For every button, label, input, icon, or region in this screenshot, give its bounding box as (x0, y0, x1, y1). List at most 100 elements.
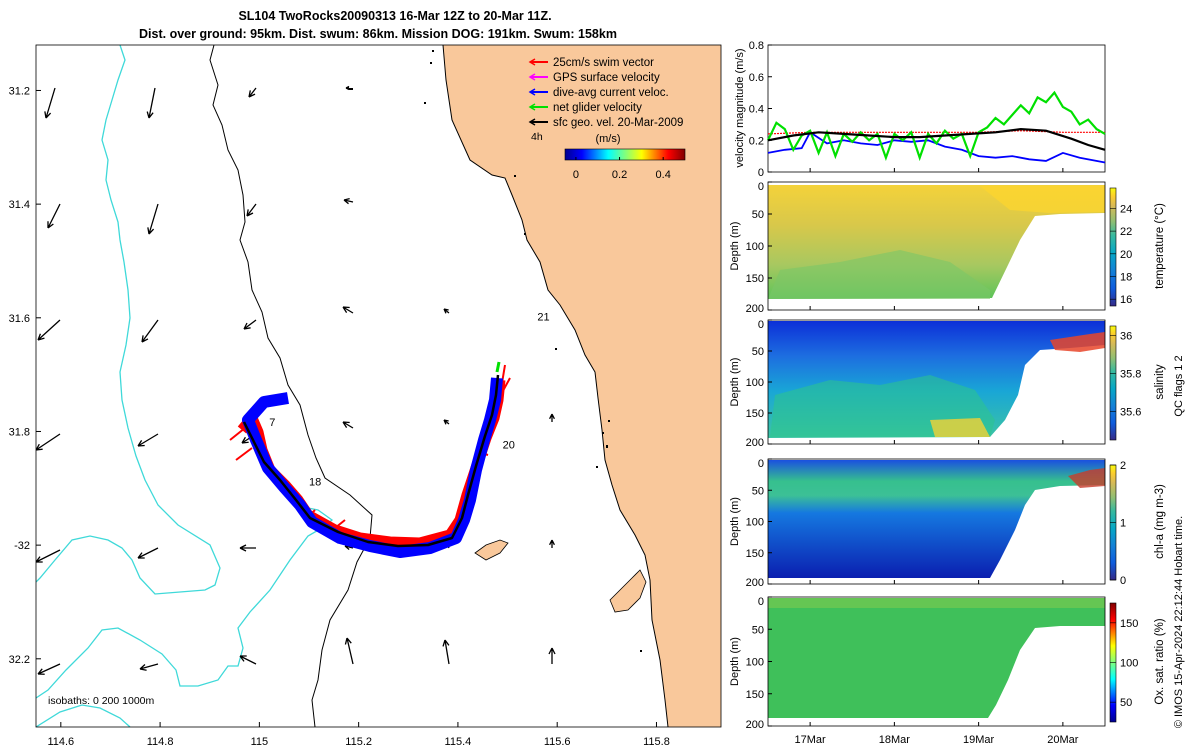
net-velocity-tip (495, 361, 501, 373)
salinity-section (767, 319, 1106, 445)
map-y-tick-label: 32.2 (9, 654, 30, 666)
geo-velocity-arrow (37, 319, 61, 341)
depth-tick-label: 50 (752, 624, 764, 636)
legend-label: dive-avg current veloc. (553, 87, 669, 99)
glider-track (229, 361, 511, 558)
colorbar-tick-label: 36 (1120, 331, 1132, 343)
geo-velocity-arrow (443, 419, 450, 425)
legend-arrowhead (528, 58, 536, 66)
map-x-tick-label: 115 (251, 736, 269, 748)
geo-velocity-arrow (342, 306, 354, 314)
velocity-series-net (767, 90, 1106, 162)
depth-tick-label: 50 (752, 346, 764, 358)
salinity-colorbar (1109, 325, 1117, 441)
map-y-tick-label: 31.4 (9, 199, 30, 211)
day-labels: 7 18 20 21 (269, 312, 549, 489)
depth-tick-label: 50 (752, 209, 764, 221)
depth-tick-label: 0 (758, 181, 764, 193)
salinity-colorbar-label: salinity (1154, 364, 1166, 399)
geo-velocity-arrow (442, 639, 450, 665)
depth-tick-label: 150 (746, 273, 764, 285)
isobath-1000m-b (36, 505, 334, 699)
date-tick-label: 18Mar (879, 734, 911, 746)
geo-velocity-arrow (137, 547, 159, 559)
map-y-tick-label: -32 (14, 540, 30, 552)
isobaths-label: isobaths: 0 200 1000m (48, 695, 154, 707)
colorbar-tick-label: 50 (1120, 697, 1132, 709)
salinity-yellow-patch (930, 418, 990, 437)
map-x-tick-label: 115.8 (643, 736, 670, 748)
geo-velocity-arrow (146, 87, 156, 119)
day-label: 21 (537, 312, 549, 324)
colorbar-tick-label: 2 (1120, 460, 1126, 472)
legend-arrowhead (528, 103, 536, 111)
temperature-cool-band (768, 250, 990, 299)
velocity-axes (767, 44, 1106, 173)
lagoon (604, 664, 622, 722)
map-x-tick-label: 115.6 (544, 736, 571, 748)
depth-tick-label: 150 (746, 548, 764, 560)
map-panel: isobaths: 0 200 1000m 7 18 20 21 114.6 114.8… (9, 44, 722, 748)
geo-velocity-arrow (37, 663, 61, 675)
map-x-tick-label: 114.8 (147, 736, 174, 748)
temperature-section (767, 181, 1106, 311)
colorbar-tick-label: 0.2 (612, 169, 627, 181)
depth-axis-label: Depth (m) (729, 637, 741, 686)
colorbar-tick-label: 100 (1120, 658, 1138, 670)
geo-velocity-arrow (549, 539, 555, 548)
depth-tick-label: 0 (758, 458, 764, 470)
depth-tick-label: 200 (746, 437, 764, 449)
geo-velocity-arrow (243, 319, 257, 330)
depth-axis-label: Depth (m) (729, 497, 741, 546)
map-x-tick-label: 115.2 (345, 736, 372, 748)
temperature-warm-patch (980, 186, 1105, 213)
depth-tick-label: 0 (758, 319, 764, 331)
depth-tick-label: 150 (746, 408, 764, 420)
velocity-panel: 0 0.2 0.4 0.6 0.8 velocity magnitude (m/s) (734, 40, 1106, 179)
salinity-high-patch (1050, 332, 1105, 352)
map-y-axis: 31.2 31.4 31.6 31.8 -32 32.2 (9, 85, 41, 666)
land-area (443, 45, 721, 727)
geo-velocity-arrow (443, 308, 450, 314)
geo-velocity-arrow (141, 319, 159, 343)
geo-velocity-arrow (345, 85, 350, 91)
colorbar-title: (m/s) (595, 133, 620, 145)
map-x-tick-label: 115.4 (445, 736, 472, 748)
speed-colorbar (564, 148, 686, 161)
day-label: 20 (503, 440, 515, 452)
rottnest-island (474, 539, 509, 561)
depth-tick-label: 50 (752, 485, 764, 497)
depth-tick-label: 200 (746, 719, 764, 731)
depth-tick-label: 100 (746, 377, 764, 389)
isobath-1000m-c (36, 704, 131, 727)
velocity-ylabel: velocity magnitude (m/s) (734, 48, 746, 167)
velocity-series-geo (767, 127, 1106, 151)
oxygen-surface-band (768, 598, 1105, 608)
colorbar-tick-label: 18 (1120, 272, 1132, 284)
colorbar-tick-label: 35.8 (1120, 369, 1141, 381)
depth-axis-label: Depth (m) (729, 222, 741, 271)
coastal-rocks (349, 50, 642, 652)
depth-tick-label: 200 (746, 303, 764, 315)
geo-velocity-arrow (137, 433, 159, 447)
legend-arrowhead (528, 118, 536, 126)
temperature-colorbar-label: temperature (°C) (1154, 203, 1166, 289)
legend: 25cm/s swim vector GPS surface velocity di… (528, 57, 686, 181)
geo-velocity-arrow (36, 549, 61, 563)
colorbar-tick-label: 0 (1120, 575, 1126, 587)
velocity-y-tick-label: 0.8 (749, 40, 764, 52)
depth-tick-label: 0 (758, 596, 764, 608)
day-label: 18 (309, 476, 321, 488)
temperature-colorbar (1109, 187, 1117, 307)
isobath-200m (209, 45, 373, 727)
oxygen-colorbar-label: Ox. sat. ratio (%) (1154, 618, 1166, 704)
depth-axis-label: Depth (m) (729, 358, 741, 407)
map-x-axis: 114.6 114.8 115 115.2 115.4 115.6 115.8 (47, 722, 670, 748)
geo-velocity-arrow (344, 637, 354, 665)
day-label: 7 (269, 417, 275, 429)
map-x-tick-label: 114.6 (47, 736, 74, 748)
map-y-tick-label: 31.8 (9, 426, 30, 438)
depth-tick-label: 200 (746, 577, 764, 589)
geo-velocity-arrow (239, 655, 257, 665)
velocity-y-tick-label: 0.2 (749, 135, 764, 147)
